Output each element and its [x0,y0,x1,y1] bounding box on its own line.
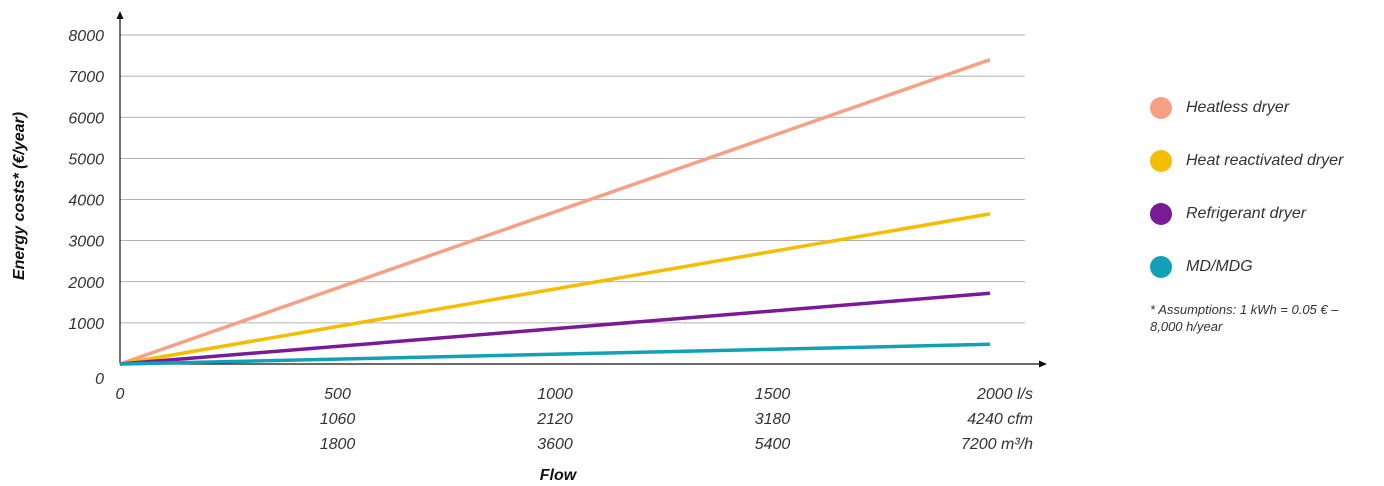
y-tick-label: 3000 [68,234,104,251]
legend-item-heat-reactivated-dryer: Heat reactivated dryer [1150,148,1380,174]
x-tick-label: 2000 l/s [976,386,1033,403]
y-axis-arrow [116,11,124,19]
x-axis-title: Flow [540,467,578,484]
legend-swatch-refrigerant-dryer [1150,203,1172,225]
x-tick-label: 2120 [536,411,573,428]
x-tick-label: 3600 [537,436,573,453]
y-tick-label: 1000 [68,316,104,333]
y-axis-title: Energy costs* (€/year) [11,112,28,280]
assumptions-note: * Assumptions: 1 kWh = 0.05 € – 8,000 h/… [1150,302,1339,334]
series-line-refrigerant-dryer [119,291,991,366]
x-tick-label: 1000 [537,386,573,403]
axes [116,11,1047,368]
legend: Heatless dryer Heat reactivated dryer Re… [1150,95,1380,335]
series-lines [119,58,991,366]
x-tick-label: 1800 [320,436,356,453]
x-tick-label: 500 [324,386,351,403]
y-tick-label: 7000 [68,69,104,86]
y-tick-label: 5000 [68,151,104,168]
x-tick-label: 5400 [755,436,791,453]
y-tick-label: 4000 [68,193,104,210]
legend-item-refrigerant-dryer: Refrigerant dryer [1150,201,1380,227]
legend-item-md-mdg: MD/MDG [1150,254,1380,280]
y-tick-label: 6000 [68,110,104,127]
legend-label-heatless-dryer: Heatless dryer [1186,99,1290,116]
x-tick-label: 3180 [755,411,791,428]
x-axis-arrow [1039,360,1047,368]
x-tick-labels: 0 500 1060 1800 1000 2120 3600 1500 3180 5400 2000… [116,386,1034,453]
legend-label-heat-reactivated-dryer: Heat reactivated dryer [1186,152,1344,169]
legend-swatch-heat-reactivated-dryer [1150,150,1172,172]
y-tick-label: 8000 [68,28,104,45]
y-tick-label: 2000 [67,275,104,292]
x-tick-label: 1060 [320,411,356,428]
legend-swatch-heatless-dryer [1150,97,1172,119]
legend-item-heatless-dryer: Heatless dryer [1150,95,1380,121]
legend-label-refrigerant-dryer: Refrigerant dryer [1186,205,1307,222]
x-tick-label: 4240 cfm [967,411,1033,428]
y-tick-label: 0 [95,371,104,388]
series-line-heatless-dryer [119,58,991,366]
x-tick-label: 0 [116,386,125,403]
series-line-heat-reactivated-dryer [119,212,991,366]
x-tick-label: 1500 [755,386,791,403]
grid-lines [120,34,1025,324]
series-line-md-mdg [119,342,991,366]
legend-label-md-mdg: MD/MDG [1186,258,1253,275]
x-tick-label: 7200 m³/h [961,436,1033,453]
y-tick-labels: 0 1000 2000 3000 4000 5000 6000 7000 8000 [67,28,104,388]
legend-swatch-md-mdg [1150,256,1172,278]
